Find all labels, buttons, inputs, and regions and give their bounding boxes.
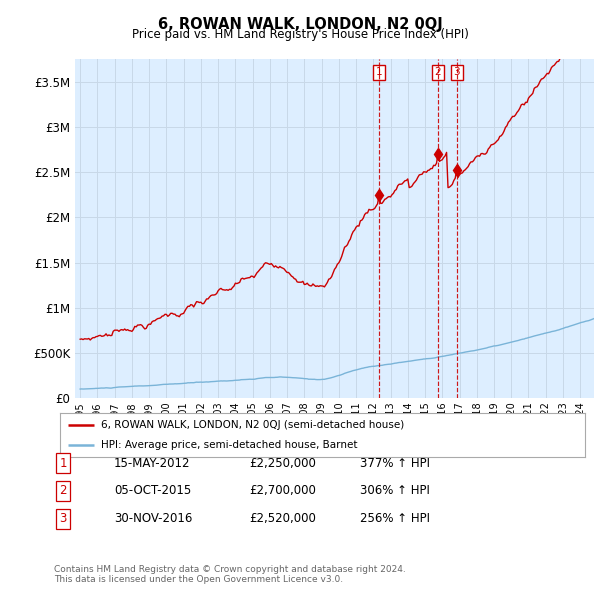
Text: 306% ↑ HPI: 306% ↑ HPI bbox=[360, 484, 430, 497]
Text: 30-NOV-2016: 30-NOV-2016 bbox=[114, 512, 193, 525]
Text: 6, ROWAN WALK, LONDON, N2 0QJ (semi-detached house): 6, ROWAN WALK, LONDON, N2 0QJ (semi-deta… bbox=[101, 420, 404, 430]
Text: 1: 1 bbox=[59, 457, 67, 470]
Text: 3: 3 bbox=[454, 67, 460, 77]
Text: HPI: Average price, semi-detached house, Barnet: HPI: Average price, semi-detached house,… bbox=[101, 440, 358, 450]
Text: 6, ROWAN WALK, LONDON, N2 0QJ: 6, ROWAN WALK, LONDON, N2 0QJ bbox=[158, 17, 442, 31]
Text: 256% ↑ HPI: 256% ↑ HPI bbox=[360, 512, 430, 525]
Text: 1: 1 bbox=[376, 67, 382, 77]
Text: Contains HM Land Registry data © Crown copyright and database right 2024.
This d: Contains HM Land Registry data © Crown c… bbox=[54, 565, 406, 584]
Text: 05-OCT-2015: 05-OCT-2015 bbox=[114, 484, 191, 497]
Text: 377% ↑ HPI: 377% ↑ HPI bbox=[360, 457, 430, 470]
Text: Price paid vs. HM Land Registry's House Price Index (HPI): Price paid vs. HM Land Registry's House … bbox=[131, 28, 469, 41]
Text: 3: 3 bbox=[59, 512, 67, 525]
Text: £2,700,000: £2,700,000 bbox=[249, 484, 316, 497]
Text: £2,250,000: £2,250,000 bbox=[249, 457, 316, 470]
Text: 2: 2 bbox=[434, 67, 441, 77]
Text: 15-MAY-2012: 15-MAY-2012 bbox=[114, 457, 191, 470]
Text: 2: 2 bbox=[59, 484, 67, 497]
Text: £2,520,000: £2,520,000 bbox=[249, 512, 316, 525]
